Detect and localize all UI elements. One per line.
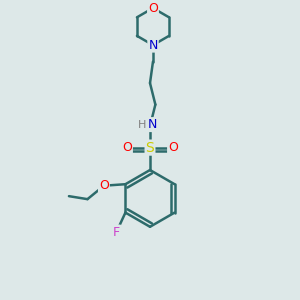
Text: N: N	[148, 118, 157, 131]
Text: O: O	[148, 2, 158, 15]
Text: O: O	[168, 141, 178, 154]
Text: S: S	[146, 141, 154, 154]
Text: O: O	[122, 141, 132, 154]
Text: O: O	[99, 179, 109, 192]
Text: H: H	[138, 120, 146, 130]
Text: N: N	[148, 39, 158, 52]
Text: F: F	[113, 226, 120, 238]
